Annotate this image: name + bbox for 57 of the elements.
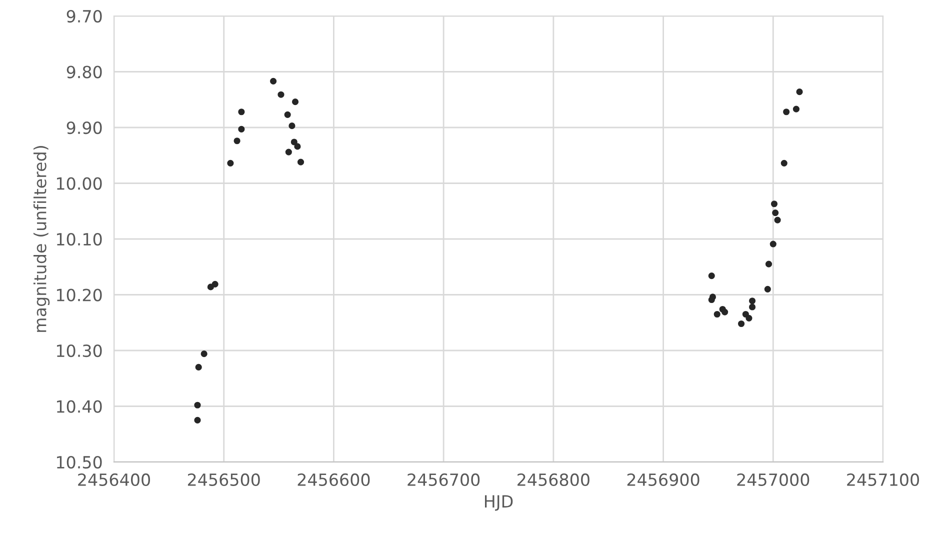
y-tick-label: 9.80 xyxy=(66,66,102,78)
point xyxy=(284,111,291,118)
x-tick-label: 2456400 xyxy=(78,473,150,486)
point xyxy=(290,138,298,146)
point xyxy=(194,416,201,424)
point xyxy=(772,210,779,216)
point xyxy=(294,143,301,150)
x-tick-label: 2456700 xyxy=(408,473,480,486)
x-tick-label: 2457100 xyxy=(847,473,920,486)
point xyxy=(194,402,201,408)
point xyxy=(783,108,790,116)
point xyxy=(774,216,781,224)
point xyxy=(714,310,720,318)
y-tick-label: 10.50 xyxy=(57,456,102,469)
y-tick-label: 10.30 xyxy=(57,344,102,358)
point xyxy=(746,314,752,322)
y-tick-label: 10.00 xyxy=(57,177,102,190)
point xyxy=(708,296,715,304)
y-tick-label: 9.70 xyxy=(66,10,102,23)
point xyxy=(792,106,800,112)
point xyxy=(748,304,756,310)
y-tick-label: 9.90 xyxy=(66,121,102,134)
point xyxy=(764,286,771,292)
point xyxy=(780,160,788,166)
y-tick-label: 10.40 xyxy=(57,400,102,413)
point xyxy=(227,160,234,166)
point xyxy=(270,78,277,85)
point xyxy=(770,200,778,208)
point xyxy=(765,260,772,268)
point xyxy=(238,126,245,132)
x-tick-label: 2457000 xyxy=(737,473,810,486)
y-axis-title: magnitude (unfiltered) xyxy=(33,146,50,332)
point xyxy=(200,350,208,358)
x-tick-label: 2456800 xyxy=(518,473,590,486)
y-tick-label: 10.10 xyxy=(57,232,102,246)
point xyxy=(207,284,214,290)
x-axis-title: HJD xyxy=(484,495,513,511)
x-tick-label: 2456500 xyxy=(188,473,260,486)
point xyxy=(722,308,728,316)
point xyxy=(796,88,803,96)
point xyxy=(195,364,202,371)
x-tick-label: 2456900 xyxy=(627,473,700,486)
point xyxy=(278,91,284,98)
point xyxy=(297,158,304,166)
point xyxy=(238,108,245,116)
point xyxy=(748,298,756,304)
y-tick-label: 10.20 xyxy=(57,288,102,302)
x-tick-label: 2456600 xyxy=(298,473,370,486)
point xyxy=(742,310,749,318)
point xyxy=(292,98,299,106)
point xyxy=(288,122,296,130)
point xyxy=(285,148,292,156)
point xyxy=(770,240,776,248)
point xyxy=(212,280,218,288)
point xyxy=(738,320,745,328)
point xyxy=(708,272,715,280)
point xyxy=(234,138,240,144)
